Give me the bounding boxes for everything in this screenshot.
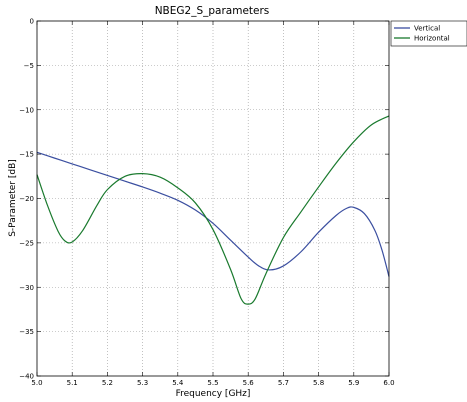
x-tick-label: 5.2 [102,379,113,387]
y-axis-title: S-Parameter [dB] [8,159,18,237]
x-tick-label: 5.4 [172,379,184,387]
y-tick-label: −35 [19,328,34,336]
y-tick-label: −5 [24,62,34,70]
x-tick-label: 6.0 [383,379,394,387]
legend-box [390,20,467,47]
y-tick-label: −25 [19,239,34,247]
x-tick-label: 5.0 [31,379,42,387]
x-tick-label: 5.9 [348,379,359,387]
chart-title: NBEG2_S_parameters [155,5,270,17]
legend: Vertical Horizontal [390,20,467,47]
x-tick-label: 5.3 [137,379,148,387]
y-tick-label: −40 [19,373,34,381]
series-line-vertical [36,151,390,277]
x-tick-label: 5.5 [207,379,218,387]
series-lines [36,115,390,305]
y-tick-label: −20 [19,195,34,203]
x-tick-label: 5.7 [278,379,289,387]
grid-lines [37,21,389,376]
x-axis-title: Frequency [GHz] [176,389,251,399]
series-line-horizontal [36,115,390,305]
y-tick-label: −10 [19,106,34,114]
x-tick-label: 5.1 [67,379,78,387]
y-tick-label: 0 [30,18,34,26]
legend-label-horizontal: Horizontal [414,35,450,43]
x-tick-label: 5.8 [313,379,324,387]
y-tick-label: −30 [19,284,34,292]
legend-label-vertical: Vertical [414,25,440,33]
axis-ticks: 5.0 5.1 5.2 5.3 5.4 5.5 5.6 5.7 5.8 5.9 6.0 0 −5 −10 −… [19,18,394,388]
x-tick-label: 5.6 [243,379,255,387]
y-tick-label: −15 [19,151,34,159]
